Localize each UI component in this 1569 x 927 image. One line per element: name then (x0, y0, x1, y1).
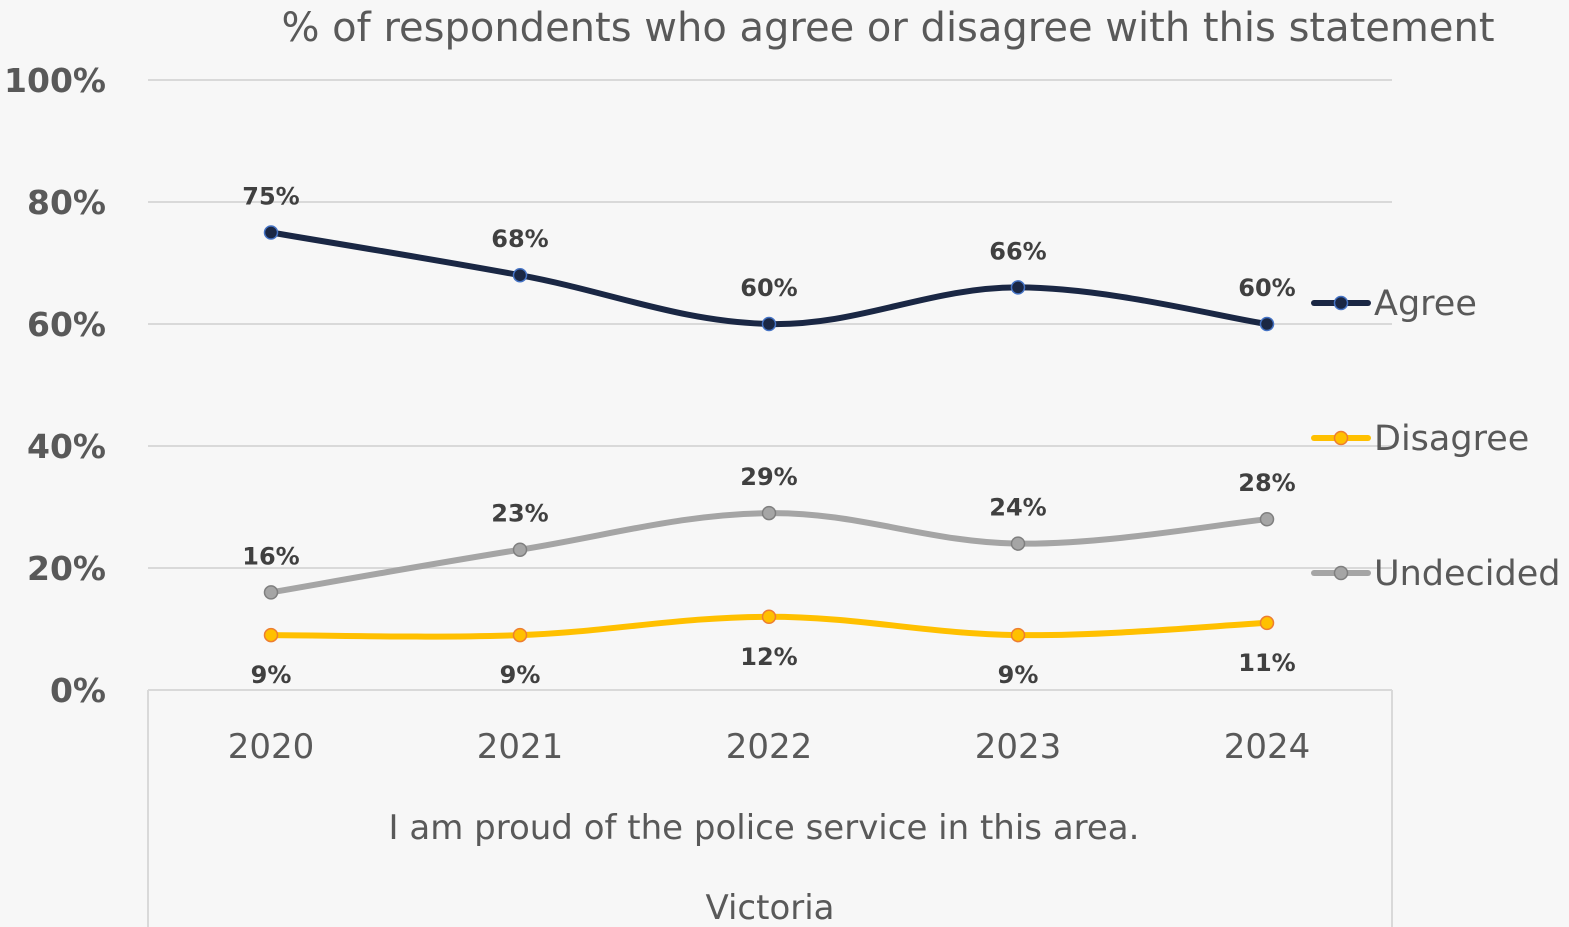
data-point-undecided-2023 (1010, 536, 1026, 551)
data-point-undecided-2022 (761, 505, 777, 521)
legend-marker-agree (1333, 295, 1349, 311)
data-point-disagree-2023 (1010, 627, 1026, 643)
y-tick-label: 0% (50, 671, 106, 710)
legend-label-agree: Agree (1374, 284, 1477, 324)
data-point-agree-2020 (263, 225, 279, 240)
legend-label-undecided: Undecided (1374, 554, 1560, 594)
data-label-agree-2020: 75% (242, 183, 299, 211)
y-tick-label: 100% (4, 61, 106, 100)
y-tick-label: 20% (27, 549, 106, 588)
y-axis: 0% 20% 40% 60% 80% 100% (4, 61, 106, 710)
x-tick-label-2020: 2020 (228, 727, 315, 767)
data-point-undecided-2024 (1259, 511, 1275, 527)
data-label-disagree-2023: 9% (998, 661, 1039, 689)
data-label-undecided-2020: 16% (242, 542, 299, 570)
data-point-undecided-2020 (263, 585, 279, 600)
data-point-agree-2022 (761, 316, 777, 332)
x-tick-label-2022: 2022 (726, 727, 813, 767)
category-label-statement: I am proud of the police service in this… (389, 808, 1140, 848)
x-axis: 2020 2021 2022 2023 2024 (228, 727, 1311, 767)
data-point-agree-2024 (1259, 316, 1275, 332)
data-label-undecided-2021: 23% (491, 500, 548, 528)
data-label-undecided-2023: 24% (989, 494, 1046, 522)
data-label-disagree-2021: 9% (500, 661, 541, 689)
series-line-undecided (268, 510, 1270, 596)
category-label-region: Victoria (705, 888, 834, 927)
data-label-agree-2024: 60% (1238, 274, 1295, 302)
legend-label-disagree: Disagree (1374, 419, 1529, 459)
data-labels: 75% 68% 60% 66% 60% 9% 9% 12% 9% 11% 16% 23% 29% 24% 2… (242, 183, 1295, 690)
data-label-agree-2022: 60% (740, 274, 797, 302)
chart-title: % of respondents who agree or disagree w… (281, 5, 1494, 51)
x-tick-label-2023: 2023 (975, 727, 1062, 767)
data-point-agree-2023 (1010, 280, 1026, 295)
data-label-disagree-2020: 9% (251, 661, 292, 689)
y-tick-label: 60% (27, 305, 106, 344)
y-tick-label: 40% (27, 427, 106, 466)
data-point-undecided-2021 (512, 542, 528, 557)
data-label-disagree-2022: 12% (740, 643, 797, 671)
legend-marker-disagree (1333, 430, 1349, 446)
data-point-disagree-2020 (263, 627, 279, 643)
data-label-agree-2021: 68% (491, 225, 548, 253)
data-point-disagree-2024 (1259, 615, 1275, 631)
data-label-undecided-2024: 28% (1238, 469, 1295, 497)
x-tick-label-2024: 2024 (1224, 727, 1311, 767)
data-label-agree-2023: 66% (989, 237, 1046, 265)
data-point-disagree-2022 (761, 609, 777, 625)
data-label-undecided-2022: 29% (740, 463, 797, 491)
y-tick-label: 80% (27, 183, 106, 222)
data-point-agree-2021 (512, 267, 528, 283)
category-axis-box (147, 689, 1393, 927)
x-tick-label-2021: 2021 (477, 727, 564, 767)
data-point-disagree-2021 (512, 627, 528, 643)
data-label-disagree-2024: 11% (1238, 649, 1295, 677)
legend-marker-undecided (1333, 565, 1349, 581)
series-markers (263, 225, 1275, 643)
legend: Agree Disagree Undecided (1311, 284, 1560, 594)
